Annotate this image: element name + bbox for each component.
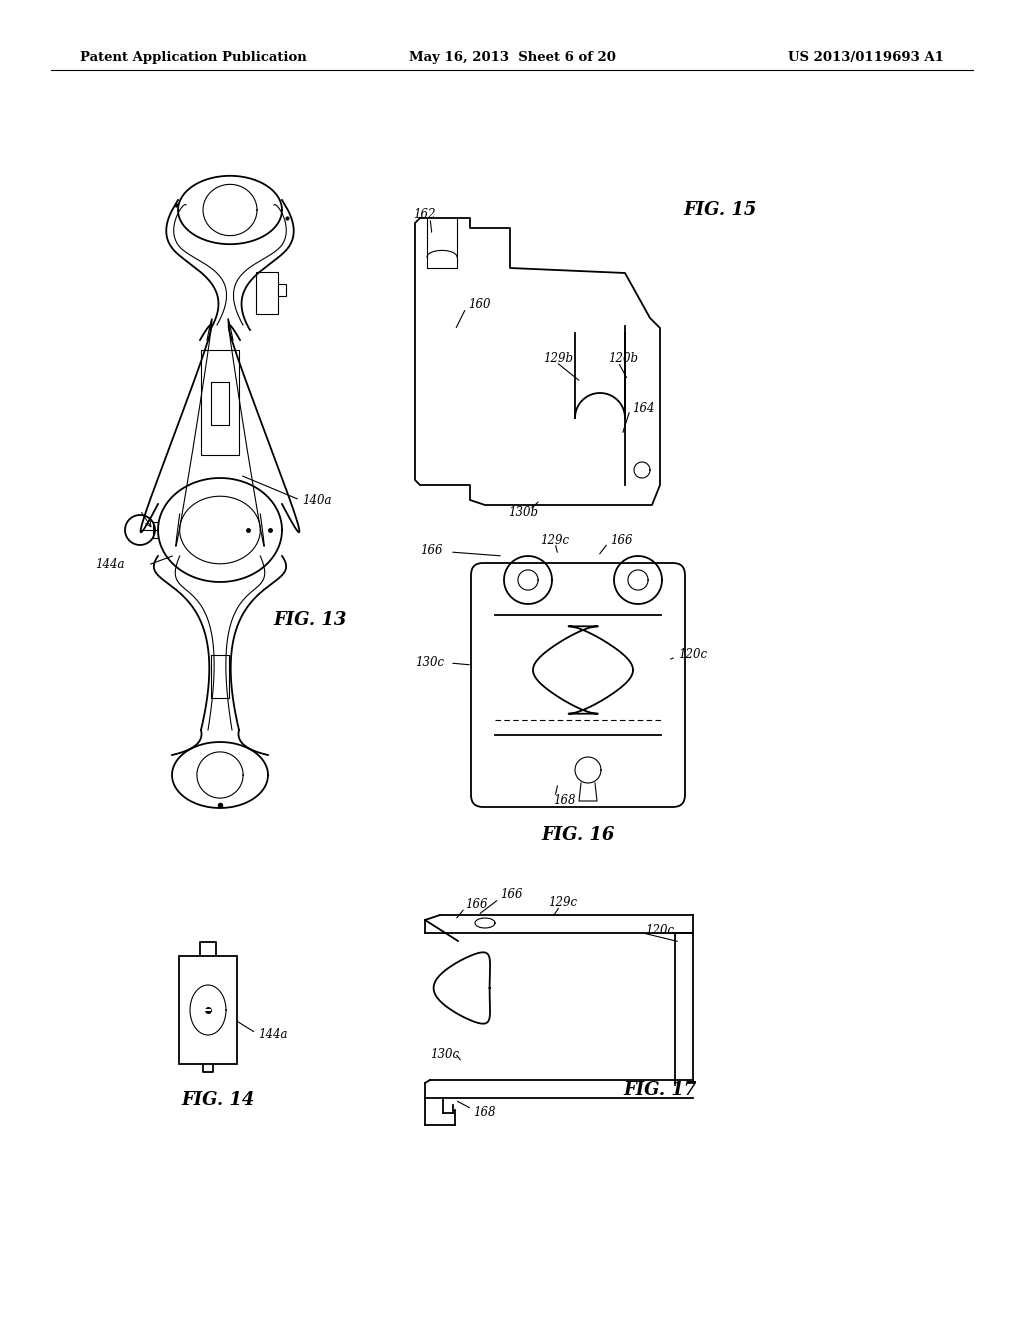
Text: 130b: 130b: [508, 507, 538, 520]
Text: May 16, 2013  Sheet 6 of 20: May 16, 2013 Sheet 6 of 20: [409, 51, 615, 65]
Text: 166: 166: [500, 888, 522, 902]
Text: 144a: 144a: [95, 558, 125, 572]
Text: US 2013/0119693 A1: US 2013/0119693 A1: [788, 51, 944, 65]
Bar: [278, 284, 286, 296]
Text: FIG. 14: FIG. 14: [181, 1092, 255, 1109]
Text: 130c: 130c: [415, 656, 444, 669]
FancyBboxPatch shape: [471, 564, 685, 807]
Text: 166: 166: [420, 544, 442, 557]
Text: 144a: 144a: [258, 1028, 288, 1041]
Text: FIG. 16: FIG. 16: [542, 826, 614, 843]
Text: 129c: 129c: [540, 533, 569, 546]
Text: 168: 168: [473, 1106, 496, 1118]
Text: 164: 164: [632, 401, 654, 414]
Text: 130c: 130c: [430, 1048, 459, 1061]
Bar: [256, 272, 278, 314]
Text: FIG. 13: FIG. 13: [273, 611, 347, 630]
Text: 129c: 129c: [548, 895, 578, 908]
Text: 160: 160: [468, 298, 490, 312]
Text: 168: 168: [553, 793, 575, 807]
Text: 162: 162: [413, 209, 435, 222]
FancyBboxPatch shape: [179, 956, 237, 1064]
Text: 166: 166: [465, 899, 487, 912]
Text: 166: 166: [610, 533, 633, 546]
Text: 120c: 120c: [645, 924, 674, 936]
Text: 129b: 129b: [543, 351, 573, 364]
Bar: [153, 521, 158, 539]
Text: FIG. 17: FIG. 17: [624, 1081, 696, 1100]
Text: FIG. 15: FIG. 15: [683, 201, 757, 219]
Text: 140a: 140a: [302, 494, 332, 507]
Text: 120b: 120b: [608, 351, 638, 364]
Text: Patent Application Publication: Patent Application Publication: [80, 51, 307, 65]
Text: 120c: 120c: [678, 648, 708, 661]
